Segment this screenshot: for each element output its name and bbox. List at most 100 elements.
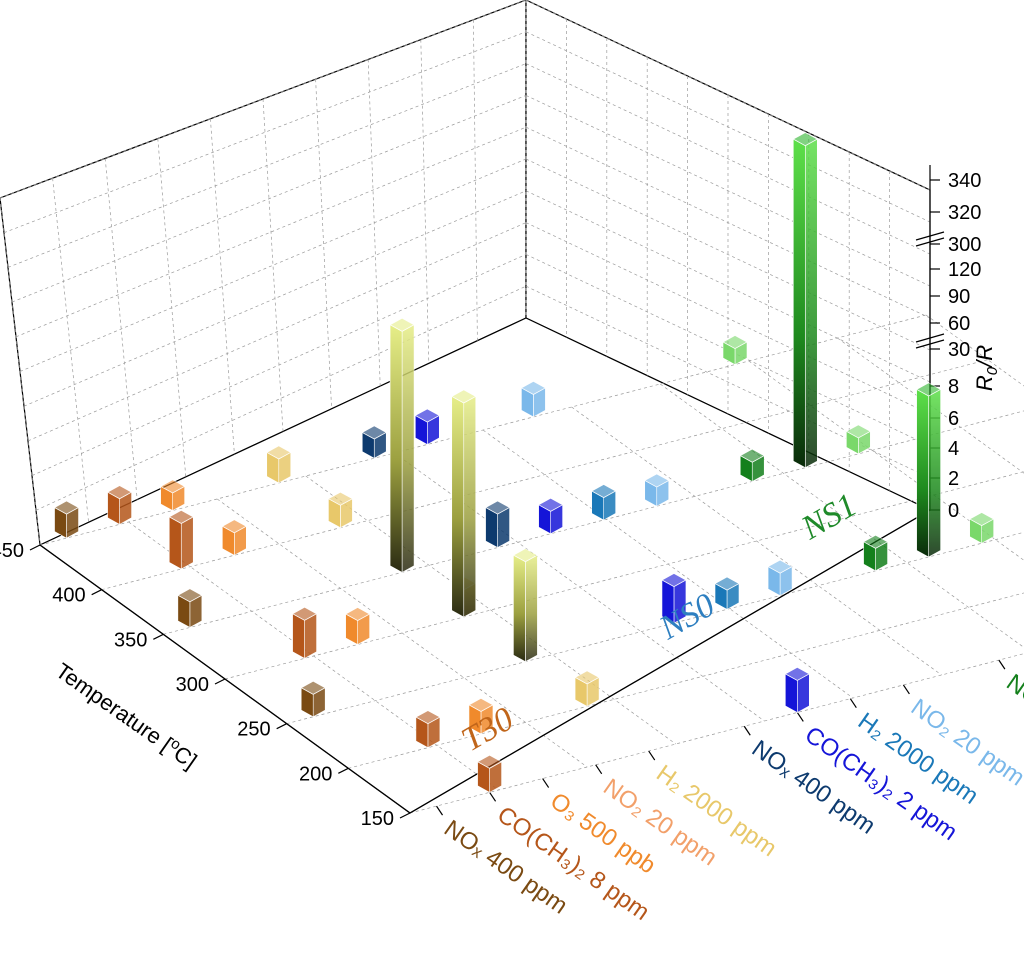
z-axis: 0 2 4 6 8 30 60 90 120 300 320 340 [915, 165, 981, 522]
x-tick-label: 150 [361, 808, 394, 830]
grid-line [101, 359, 988, 591]
bars-layer [53, 132, 995, 793]
z-tick-label: 300 [948, 234, 981, 256]
z-tick-label: 6 [948, 408, 959, 430]
bar [415, 710, 441, 749]
grid-line [15, 126, 527, 338]
grid-line [482, 429, 854, 699]
bar [520, 380, 547, 418]
z-axis-break-upper [915, 231, 945, 247]
x-tick-label: 400 [52, 585, 85, 607]
bar [661, 572, 687, 624]
bar [327, 491, 354, 529]
grid-line [128, 521, 499, 791]
bar [177, 588, 203, 628]
grid-line [0, 0, 527, 199]
y-tick [595, 764, 603, 775]
grid-line [525, 95, 931, 287]
grid-line [262, 98, 284, 432]
x-tick [338, 767, 349, 774]
z-tick-label: 4 [948, 438, 959, 460]
bar [476, 754, 503, 793]
grid-line [837, 337, 1024, 474]
x-tick-label: 200 [299, 763, 332, 785]
z-tick-label: 2 [948, 468, 959, 490]
y-tick [849, 698, 857, 709]
grid-line [525, 31, 931, 223]
bar [344, 606, 371, 646]
y-tick [998, 659, 1006, 670]
y-tick [743, 725, 751, 736]
x-tick [153, 633, 164, 640]
bar [389, 317, 415, 573]
x-tick-label: 350 [114, 629, 147, 651]
y-tick [902, 684, 910, 695]
z-tick-label: 340 [948, 170, 981, 192]
grid-line [23, 190, 527, 407]
bar [714, 576, 740, 610]
bar [537, 497, 564, 535]
z-tick-label: 320 [948, 202, 981, 224]
bar [159, 479, 186, 512]
grid-line [394, 452, 765, 722]
bar [643, 473, 670, 507]
z-tick-label: 8 [948, 376, 959, 398]
bar [862, 534, 889, 572]
bar [968, 511, 995, 544]
grid-line [525, 63, 931, 255]
grid-line [19, 158, 527, 372]
x-tick [214, 678, 226, 685]
bar [739, 448, 766, 482]
bar [784, 666, 811, 713]
bar [291, 606, 318, 659]
y-tick [648, 750, 656, 761]
z-axis-title: R0/R [972, 345, 1001, 391]
x-axis: 150 200 250 300 350 400 450 [0, 540, 411, 830]
bar [590, 483, 617, 521]
bar [574, 670, 600, 707]
bar [265, 445, 292, 484]
y-tick [796, 712, 804, 722]
bar [468, 697, 494, 735]
bar [484, 500, 511, 549]
bar [450, 389, 477, 618]
grid-line [525, 0, 931, 191]
grid-line [305, 475, 677, 745]
y-tick [542, 778, 550, 788]
z-tick-label: 90 [948, 286, 970, 308]
bar [53, 500, 80, 539]
x-tick [29, 544, 41, 551]
grid-line [27, 222, 527, 442]
bar [168, 509, 195, 570]
bar [915, 382, 942, 558]
bar [106, 485, 133, 525]
z-tick-label: 0 [948, 500, 959, 522]
grid-line [52, 178, 89, 523]
grid-line [525, 190, 931, 383]
grid-line [571, 406, 942, 676]
bar [845, 424, 872, 455]
grid-line [216, 498, 588, 768]
grid-line [286, 531, 1024, 725]
bar [361, 425, 388, 459]
x-tick [91, 589, 102, 596]
z-tick-label: 60 [948, 313, 970, 335]
x-tick-label: 250 [237, 719, 270, 741]
bar [414, 408, 441, 445]
grid-line [11, 95, 527, 303]
y-tick [436, 805, 444, 816]
x-tick [276, 723, 287, 730]
bar [512, 548, 539, 663]
grid-line [31, 254, 527, 476]
bar [767, 559, 793, 597]
grid-line [659, 383, 1024, 648]
bar [722, 334, 748, 366]
z-tick-label: 120 [948, 259, 981, 281]
grid-line [525, 158, 931, 351]
bar [221, 519, 248, 556]
grid-line [525, 222, 931, 415]
x-tick-label: 300 [176, 674, 209, 696]
z-axis-break-lower [915, 333, 945, 349]
bar [300, 680, 327, 718]
